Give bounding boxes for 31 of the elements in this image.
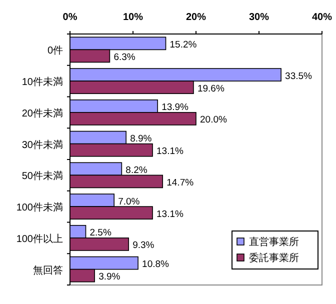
data-label: 13.1%: [156, 208, 184, 220]
y-tick-label: 30件未満: [22, 138, 63, 151]
data-label: 13.9%: [162, 102, 190, 114]
data-label: 33.5%: [285, 70, 313, 82]
data-label: 20.0%: [200, 114, 228, 126]
data-label: 14.7%: [166, 177, 194, 188]
x-tick-label: 20%: [186, 12, 206, 23]
data-label: 8.2%: [126, 164, 148, 176]
x-tick-label: 10%: [122, 12, 144, 23]
y-tick-label: 100件以上: [16, 232, 63, 245]
y-tick-label: 10件未満: [22, 76, 63, 88]
data-label: 3.9%: [98, 272, 121, 283]
y-tick-label: 100件未満: [16, 202, 63, 214]
y-tick-label: 無回答: [33, 264, 63, 276]
data-label: 7.0%: [118, 196, 140, 208]
y-tick-label: 20件未満: [22, 107, 63, 120]
legend-label: 直営事業所: [249, 236, 299, 248]
data-label: 15.2%: [170, 39, 198, 50]
data-label: 13.1%: [156, 146, 184, 158]
data-label: 2.5%: [90, 228, 112, 239]
x-tick-label: 30%: [248, 12, 270, 23]
data-label: 6.3%: [114, 52, 136, 63]
data-label: 9.3%: [132, 240, 155, 252]
y-tick-label: 50件未満: [22, 170, 63, 182]
legend-label: 委託事業所: [249, 252, 299, 264]
x-tick-label: 0%: [62, 12, 78, 23]
y-tick-label: 0件: [47, 46, 63, 57]
data-label: 19.6%: [197, 83, 225, 94]
data-label: 10.8%: [142, 259, 170, 270]
x-tick-label: 40%: [312, 12, 332, 23]
data-label: 8.9%: [130, 134, 152, 145]
